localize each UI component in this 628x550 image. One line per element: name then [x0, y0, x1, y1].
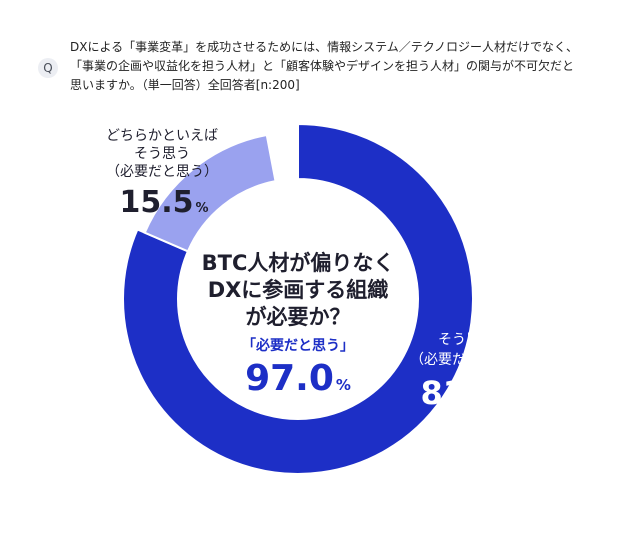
- center-label: BTC人材が偏りなく DXに参画する組織 が必要か？ 「必要だと思う」 97.0…: [202, 251, 395, 399]
- slice-2-value-number: 15.5: [119, 185, 193, 220]
- center-title-line-3: が必要か？: [246, 305, 351, 329]
- slice-2-value: 15.5%: [119, 185, 208, 220]
- slice-1-value-number: 81.5: [421, 374, 500, 412]
- slice-label-so-omou: そう思う （必要だと思う） 81.5%: [410, 332, 522, 412]
- donut-slices: [122, 122, 474, 475]
- center-value: 97.0%: [245, 358, 351, 399]
- slice-1-value: 81.5%: [421, 374, 516, 412]
- question-line-2: 「事業の企画や収益化を担う人材」と「顧客体験やデザインを担う人材」の関与が不可欠…: [70, 59, 575, 73]
- slice-label-dochiraka: どちらかといえば そう思う （必要だと思う） 15.5%: [106, 128, 218, 220]
- center-value-unit: %: [336, 376, 351, 394]
- question-mark-icon: Q: [38, 58, 58, 78]
- slice-2-label-line-1: どちらかといえば: [106, 128, 218, 144]
- slice-2-label-line-3: （必要だと思う）: [106, 164, 218, 180]
- slice-1-label-line-2: （必要だと思う）: [410, 352, 522, 368]
- donut-slice-2: [143, 133, 277, 253]
- center-subtitle: 「必要だと思う」: [242, 337, 354, 354]
- question-line-3: 思いますか。（単一回答）全回答者[n:200]: [70, 78, 300, 92]
- slice-2-label-line-2: そう思う: [134, 146, 190, 162]
- donut-slice-1: [122, 122, 474, 475]
- question-text: DXによる「事業変革」を成功させるためには、情報システム／テクノロジー人材だけで…: [70, 38, 590, 95]
- slice-1-label-line-1: そう思う: [438, 332, 494, 348]
- center-title-line-1: BTC人材が偏りなく: [202, 251, 395, 275]
- slice-2-value-unit: %: [196, 201, 209, 216]
- slice-1-value-unit: %: [501, 392, 515, 408]
- center-title-line-2: DXに参画する組織: [208, 278, 389, 302]
- question-line-1: DXによる「事業変革」を成功させるためには、情報システム／テクノロジー人材だけで…: [70, 40, 579, 54]
- center-value-number: 97.0: [245, 358, 334, 399]
